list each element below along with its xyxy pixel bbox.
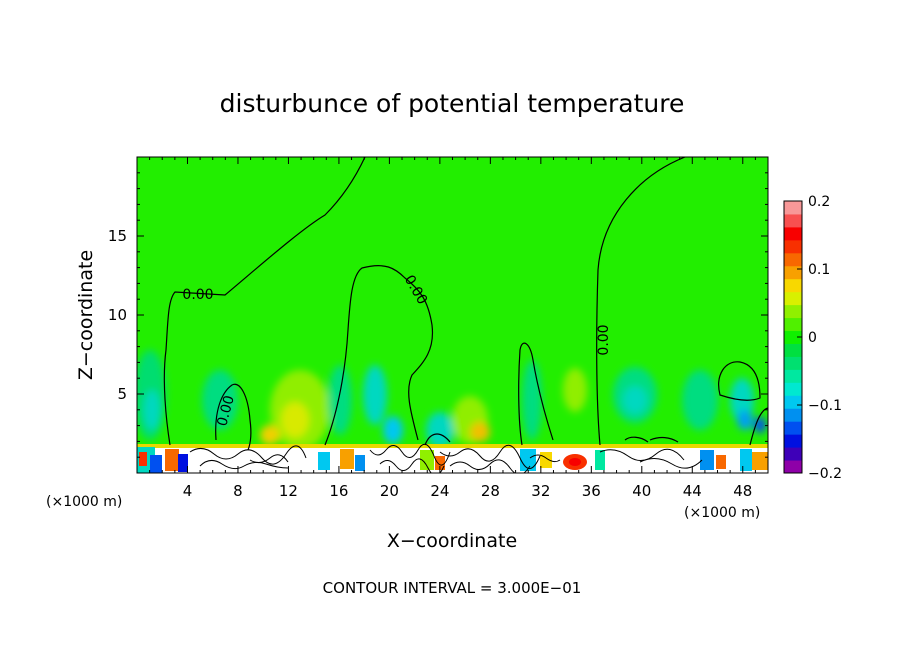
colorbar-segment [784, 369, 802, 383]
y-axis-ticks: 5 10 15 [108, 172, 768, 458]
colorbar-segment [784, 201, 802, 215]
x-tick-label: 8 [233, 482, 243, 500]
y-axis-label: Z−coordinate [75, 250, 97, 380]
contour-interval-text: CONTOUR INTERVAL = 3.000E−01 [323, 579, 582, 597]
colorbar-segment [784, 395, 802, 409]
colorbar-segment [784, 265, 802, 280]
colorbar-tick-label: 0 [808, 330, 817, 346]
heatmap-field: 0.00 0.00 0.00 0.00 [137, 157, 768, 473]
colorbar-segment [784, 278, 802, 293]
colorbar-ticks: 0.2 0.1 0 −0.1 −0.2 [797, 194, 842, 482]
colorbar-tick-label: −0.1 [808, 398, 842, 414]
x-axis-label: X−coordinate [387, 530, 517, 552]
colorbar-segment [784, 226, 802, 241]
colorbar-segment [784, 213, 802, 228]
colorbar-tick-label: 0.2 [808, 194, 830, 210]
colorbar-segment [784, 317, 802, 332]
colorbar-segment [784, 252, 802, 267]
contour-label: 0.00 [596, 324, 612, 355]
colorbar-segment [784, 447, 802, 461]
x-tick-label: 32 [531, 482, 550, 500]
contour-label: 0.00 [214, 394, 238, 428]
colorbar-segment [784, 356, 802, 370]
y-tick-label: 15 [108, 227, 127, 245]
colorbar-segment [784, 239, 802, 254]
x-tick-label: 20 [380, 482, 399, 500]
y-tick-label: 10 [108, 306, 127, 324]
x-tick-label: 44 [683, 482, 702, 500]
colorbar-segment [784, 291, 802, 306]
contour-label: 0.00 [182, 287, 213, 303]
x-axis-ticks: 4 8 12 16 20 24 28 32 36 40 44 48 [149, 157, 756, 500]
colorbar-segment [784, 382, 802, 396]
chart-title: disturbunce of potential temperature [220, 89, 685, 118]
colorbar-segment [784, 421, 802, 435]
x-tick-label: 40 [632, 482, 651, 500]
colorbar-segment [784, 408, 802, 422]
anomaly-blobs [137, 350, 766, 450]
colorbar-segment [784, 434, 802, 448]
contour-labels: 0.00 0.00 0.00 0.00 [182, 273, 612, 429]
x-tick-label: 16 [329, 482, 348, 500]
x-tick-label: 4 [183, 482, 193, 500]
x-tick-label: 48 [733, 482, 752, 500]
x-tick-label: 24 [430, 482, 449, 500]
colorbar-tick-label: −0.2 [808, 466, 842, 482]
colorbar-segment [784, 330, 802, 344]
x-tick-label: 36 [582, 482, 601, 500]
colorbar [783, 200, 803, 474]
colorbar-segment [784, 460, 802, 474]
x-unit-right: (×1000 m) [684, 505, 760, 521]
y-tick-label: 5 [117, 385, 127, 403]
x-unit-left: (×1000 m) [46, 494, 122, 510]
boundary-layer [137, 443, 768, 473]
x-tick-label: 28 [481, 482, 500, 500]
colorbar-tick-label: 0.1 [808, 262, 830, 278]
colorbar-segment [784, 343, 802, 357]
x-tick-label: 12 [279, 482, 298, 500]
contour-lines [163, 157, 768, 451]
colorbar-segment [784, 304, 802, 319]
